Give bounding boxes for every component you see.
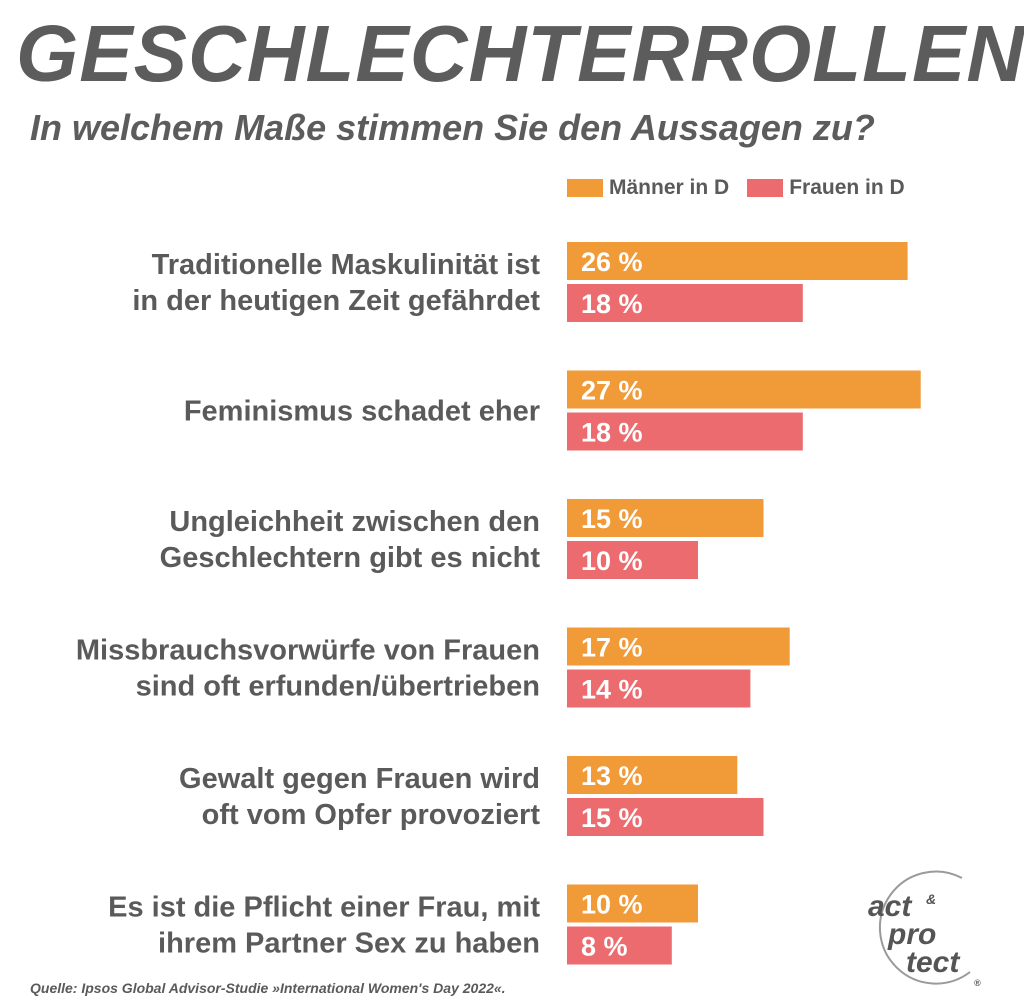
legend-label-maenner: Männer in D	[609, 176, 730, 199]
source-note: Quelle: Ipsos Global Advisor-Studie »Int…	[30, 980, 506, 996]
logo-registered-mark: ®	[974, 978, 981, 986]
bar-maenner	[567, 370, 921, 409]
logo-text-act: act	[868, 890, 913, 923]
bar-frauen	[567, 541, 698, 579]
bar-maenner	[567, 756, 738, 794]
value-label-maenner: 15 %	[581, 504, 643, 534]
value-label-maenner: 17 %	[581, 633, 643, 663]
value-label-frauen: 8 %	[581, 932, 628, 962]
legend-item-maenner: Männer in D	[567, 176, 729, 200]
page-title: GESCHLECHTERROLLEN	[16, 9, 1024, 98]
act-and-protect-logo: act & pro tect ®	[868, 870, 981, 986]
value-label-frauen: 18 %	[581, 289, 643, 319]
category-label: Feminismus schadet eher	[184, 396, 540, 428]
value-label-maenner: 26 %	[581, 247, 643, 277]
logo-arc	[878, 870, 971, 985]
bar-maenner	[567, 884, 698, 923]
legend-item-frauen: Frauen in D	[747, 176, 905, 200]
bar-maenner	[567, 242, 908, 280]
bar-maenner	[567, 499, 764, 537]
bar-frauen	[567, 798, 764, 836]
bar-maenner	[567, 627, 790, 666]
value-label-maenner: 27 %	[581, 376, 643, 406]
category-label: Missbrauchsvorwürfe von Frauen sind oft e…	[76, 635, 540, 703]
chart-legend: Männer in D Frauen in D	[567, 176, 905, 200]
bar-frauen	[567, 669, 751, 708]
value-label-frauen: 14 %	[581, 675, 643, 705]
bar-frauen	[567, 926, 672, 965]
value-label-frauen: 18 %	[581, 418, 643, 448]
legend-label-frauen: Frauen in D	[789, 176, 905, 199]
value-label-maenner: 13 %	[581, 761, 643, 791]
logo-text-pro: pro	[887, 918, 936, 951]
value-label-frauen: 15 %	[581, 803, 643, 833]
value-label-frauen: 10 %	[581, 546, 643, 576]
page-subtitle: In welchem Maße stimmen Sie den Aussagen…	[30, 107, 875, 148]
logo-text-tect: tect	[906, 946, 961, 979]
value-label-maenner: 10 %	[581, 890, 643, 920]
legend-swatch-maenner	[567, 179, 603, 197]
category-label: Gewalt gegen Frauen wird oft vom Opfer pr…	[179, 763, 540, 831]
category-label: Traditionelle Maskulinität ist in der heu…	[132, 249, 540, 317]
category-label: Ungleichheit zwischen den Geschlechtern g…	[160, 506, 541, 574]
bar-frauen	[567, 284, 803, 322]
bar-frauen	[567, 412, 803, 451]
legend-swatch-frauen	[747, 179, 784, 197]
logo-text-amp: &	[926, 891, 936, 907]
category-label: Es ist die Pflicht einer Frau, mit ihrem …	[108, 892, 540, 960]
